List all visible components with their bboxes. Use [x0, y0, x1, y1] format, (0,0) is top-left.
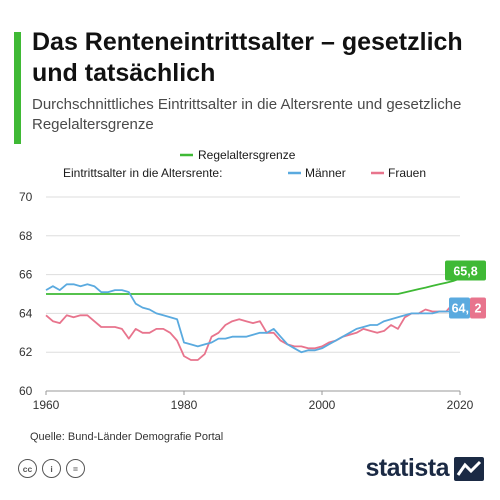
- series-group: [45, 277, 461, 361]
- y-tick-label: 60: [19, 384, 33, 398]
- x-tick-label: 2000: [309, 398, 336, 412]
- chart-subtitle: Durchschnittliches Eintrittsalter in die…: [32, 96, 462, 133]
- end-labels: 65,8 64, 2: [445, 260, 486, 319]
- end-label-maenner: 64,: [452, 302, 469, 316]
- y-tick-label: 68: [19, 229, 33, 243]
- series-line-frauen: [45, 302, 461, 361]
- brand-logo[interactable]: statista: [365, 454, 484, 483]
- creative-commons-icon[interactable]: cc: [18, 459, 37, 478]
- end-label-box-maenner: [449, 297, 470, 319]
- license-icons: cc i =: [18, 459, 85, 478]
- x-tick-label: 1960: [33, 398, 60, 412]
- end-label-box-frauen: [470, 297, 486, 319]
- y-tick-label: 62: [19, 345, 33, 359]
- series-line-maenner: [45, 283, 461, 354]
- end-label-box-regelaltersgrenze: [445, 260, 486, 281]
- attribution-icon[interactable]: i: [42, 459, 61, 478]
- title-accent-bar: [14, 32, 21, 144]
- legend-label-maenner: Männer: [305, 166, 346, 180]
- legend-label-regelaltersgrenze: Regelaltersgrenze: [198, 148, 296, 162]
- x-tick-label: 1980: [171, 398, 198, 412]
- end-label-regelaltersgrenze: 65,8: [453, 264, 477, 278]
- chart-title: Das Renteneintrittsalter – gesetzlich un…: [32, 28, 463, 87]
- x-tick-label: 2020: [447, 398, 474, 412]
- legend-label-prefix: Eintrittsalter in die Altersrente:: [63, 166, 222, 180]
- brand-name: statista: [365, 454, 449, 482]
- no-derivatives-icon[interactable]: =: [66, 459, 85, 478]
- series-line-regelaltersgrenze: [46, 277, 461, 295]
- end-label-frauen: 2: [475, 302, 482, 316]
- legend: Regelaltersgrenze Eintrittsalter in die …: [63, 148, 426, 180]
- source-note: Quelle: Bund-Länder Demografie Portal: [30, 431, 224, 443]
- y-tick-label: 64: [19, 306, 33, 320]
- y-tick-label: 66: [19, 268, 33, 282]
- grid: 60 62 64 66 68 70 1960 1980 2000 2020: [19, 190, 474, 412]
- legend-label-frauen: Frauen: [388, 166, 426, 180]
- brand-mark-icon: [454, 456, 484, 481]
- y-tick-label: 70: [19, 190, 33, 204]
